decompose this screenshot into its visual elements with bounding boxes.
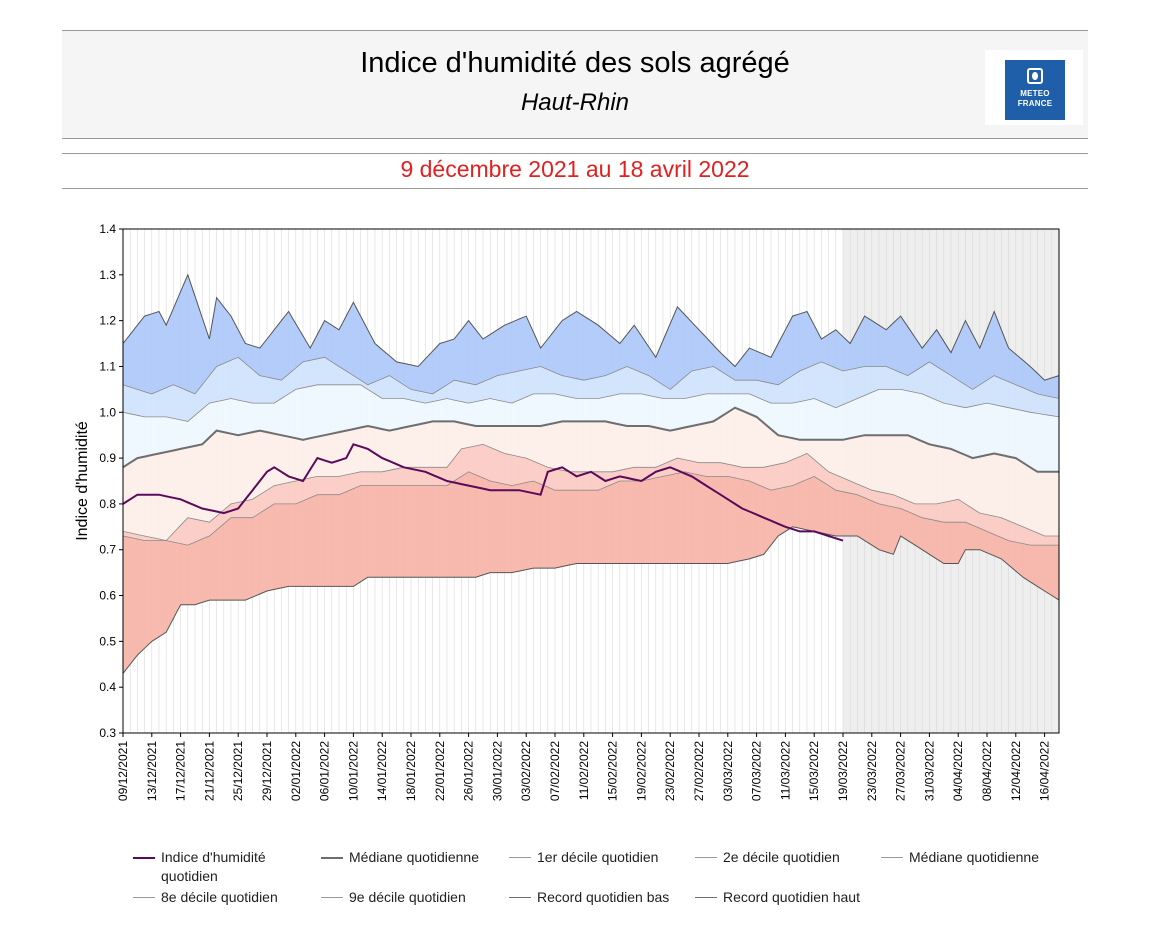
x-tick-label: 02/01/2022 [289,741,303,801]
series-line-record-quotidien-bas [122,526,1060,674]
x-tick-label: 27/02/2022 [692,741,706,801]
band-d8-median [123,384,1059,472]
x-tick-label: 09/12/2021 [116,741,130,801]
period-label: 9 décembre 2021 au 18 avril 2022 [400,156,750,182]
y-tick-label: 0.3 [99,726,116,740]
x-tick-label: 18/01/2022 [404,741,418,801]
band-record-high-d9 [123,274,1059,399]
x-tick-label: 15/02/2022 [606,741,620,801]
x-tick-label: 30/01/2022 [490,741,504,801]
x-tick-label: 27/03/2022 [894,741,908,801]
moisture-index-line [122,443,844,542]
series-line-record-quotidien-haut [122,273,1060,381]
x-tick-label: 13/12/2021 [145,741,159,801]
x-tick-label: 11/03/2022 [778,741,792,800]
x-tick-label: 16/04/2022 [1038,741,1052,801]
x-tick-label: 22/01/2022 [433,741,447,801]
x-tick-label: 29/12/2021 [260,741,274,801]
plot-frame [122,228,1060,734]
meteo-france-logo: METEO FRANCE [1005,60,1065,120]
logo-text-2: FRANCE [1017,99,1053,108]
series-line-m-diane-quotidienne [122,406,1059,473]
logo-container: METEO FRANCE [985,50,1083,125]
x-tick-label: 08/04/2022 [980,741,994,801]
y-tick-label: 0.4 [99,680,116,694]
x-tick-label: 10/01/2022 [346,741,360,801]
x-tick-label: 19/02/2022 [634,741,648,801]
x-tick-label: 19/03/2022 [836,741,850,801]
y-tick-label: 1.2 [99,314,116,328]
series-line-9e-d-cile-quotidien [122,356,1060,399]
y-tick-label: 1.0 [99,405,116,419]
x-tick-label: 25/12/2021 [231,741,245,801]
x-tick-label: 04/04/2022 [951,741,965,801]
logo-symbol-icon [1027,68,1043,84]
x-tick-label: 11/02/2022 [577,741,591,800]
logo-text-1: METEO [1020,89,1050,98]
x-tick-label: 31/03/2022 [922,741,936,801]
y-tick-label: 0.7 [99,543,116,557]
chart-subtitle: Haut-Rhin [520,89,630,116]
y-tick-label: 0.6 [99,589,116,603]
chart-title: Indice d'humidité des sols agrégé [360,47,790,79]
y-tick-label: 0.8 [99,497,116,511]
y-tick-label: 0.9 [99,451,116,465]
y-tick-label: 1.4 [99,222,116,236]
band-d9-d8 [123,357,1059,422]
chart-header: Indice d'humidité des sols agrégé Haut-R… [62,30,1088,139]
x-tick-label: 23/02/2022 [663,741,677,801]
x-tick-label: 12/04/2022 [1009,741,1023,801]
x-tick-label: 26/01/2022 [462,741,476,801]
band-d1-record-low [123,471,1059,674]
x-tick-label: 17/12/2021 [174,741,188,801]
x-tick-label: 14/01/2022 [375,741,389,801]
x-tick-label: 21/12/2021 [202,741,216,801]
series-line-1er-d-cile-quotidien [122,471,1059,546]
x-tick-label: 07/03/2022 [750,741,764,801]
series-line-8e-d-cile-quotidien [122,384,1060,422]
y-tick-label: 1.1 [99,359,116,373]
x-tick-label: 03/02/2022 [519,741,533,801]
y-axis-label: Indice d'humidité [74,421,91,541]
x-tick-label: 07/02/2022 [548,741,562,801]
y-tick-label: 1.3 [99,268,116,282]
y-tick-label: 0.5 [99,634,116,648]
x-tick-label: 06/01/2022 [318,741,332,801]
x-tick-label: 23/03/2022 [865,741,879,801]
band-median-d2 [123,407,1059,541]
x-tick-label: 15/03/2022 [807,741,821,801]
x-tick-label: 03/03/2022 [721,741,735,801]
band-d2-d1 [123,444,1059,546]
period-bar: 9 décembre 2021 au 18 avril 2022 [62,153,1088,189]
